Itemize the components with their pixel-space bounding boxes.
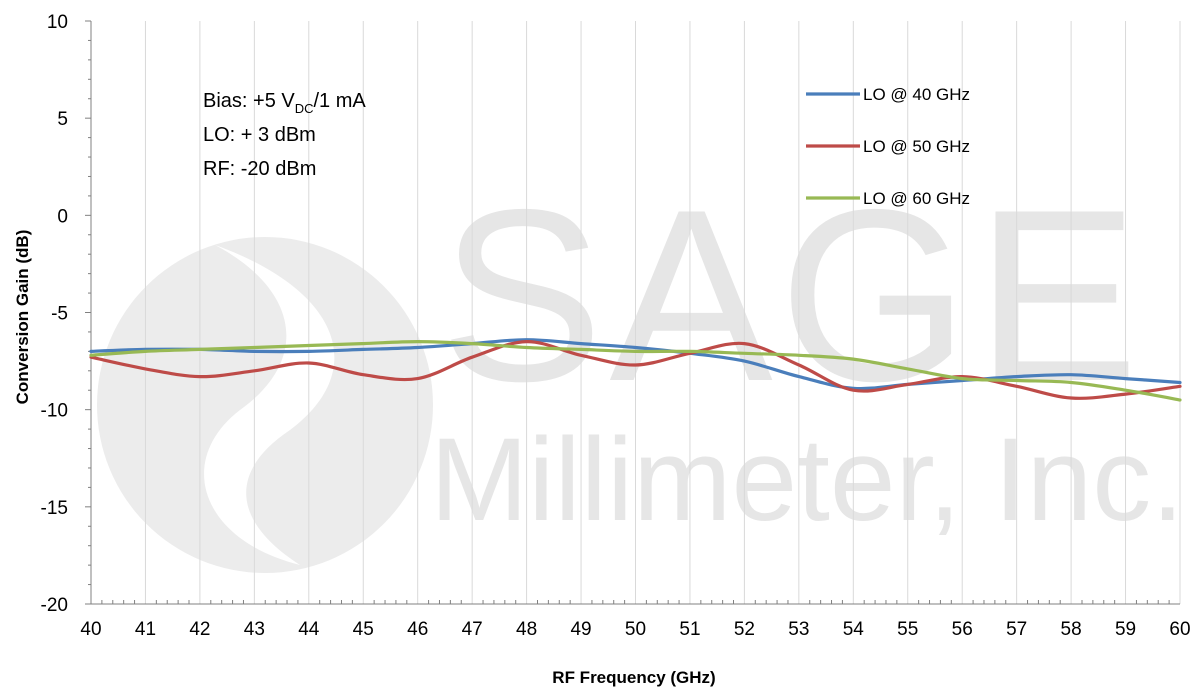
x-tick-label: 50 <box>625 619 646 640</box>
x-tick-label: 42 <box>189 619 210 640</box>
bias-note: Bias: +5 VDC/1 mA <box>203 90 366 116</box>
series-line-3 <box>89 340 1182 402</box>
y-tick-label: -10 <box>41 401 68 422</box>
x-tick-label: 49 <box>570 619 591 640</box>
x-tick-label: 57 <box>1006 619 1027 640</box>
lo-power-note: LO: + 3 dBm <box>203 124 316 146</box>
x-tick-label: 47 <box>462 619 483 640</box>
legend-label-3: LO @ 60 GHz <box>863 189 970 208</box>
rf-power-note: RF: -20 dBm <box>203 158 316 180</box>
x-tick-label: 41 <box>135 619 156 640</box>
bias-note-suffix: /1 mA <box>314 90 367 112</box>
y-tick-label: 10 <box>47 12 68 33</box>
watermark-tagline: Millimeter, Inc. <box>430 414 1184 546</box>
y-tick-label: 5 <box>57 109 68 130</box>
y-tick-label: -20 <box>41 595 68 616</box>
x-tick-label: 44 <box>298 619 320 640</box>
x-tick-label: 54 <box>843 619 865 640</box>
x-tick-label: 56 <box>952 619 973 640</box>
y-tick-label: -15 <box>41 498 68 519</box>
x-tick-label: 46 <box>407 619 428 640</box>
y-tick-label: -5 <box>51 304 68 325</box>
test-conditions-note: Bias: +5 VDC/1 mA LO: + 3 dBm RF: -20 dB… <box>203 90 366 180</box>
x-tick-label: 48 <box>516 619 537 640</box>
y-axis-title: Conversion Gain (dB) <box>13 230 32 405</box>
series-lines <box>89 338 1182 402</box>
x-tick-label: 52 <box>734 619 755 640</box>
x-tick-label: 58 <box>1061 619 1082 640</box>
y-tick-labels: -20 -15 -10 -5 0 5 10 <box>41 12 68 616</box>
x-tick-label: 40 <box>80 619 101 640</box>
axes <box>85 20 1180 605</box>
x-tick-label: 60 <box>1169 619 1190 640</box>
x-tick-label: 59 <box>1115 619 1136 640</box>
x-axis-title: RF Frequency (GHz) <box>552 668 715 687</box>
x-tick-label: 55 <box>897 619 918 640</box>
x-tick-label: 53 <box>788 619 809 640</box>
legend: LO @ 40 GHz LO @ 50 GHz LO @ 60 GHz <box>806 85 970 208</box>
x-tick-label: 43 <box>244 619 265 640</box>
bias-note-prefix: Bias: +5 V <box>203 90 295 112</box>
watermark-swoosh-icon <box>204 245 335 565</box>
grid-lines <box>144 21 1181 604</box>
bias-note-subscript: DC <box>295 101 314 116</box>
x-tick-label: 45 <box>353 619 374 640</box>
series-line-2 <box>89 339 1182 400</box>
x-tick-labels: 40 41 42 43 44 45 46 47 48 49 50 51 52 53 54 55 56 57 58 59… <box>80 619 1190 640</box>
series-line-1 <box>89 338 1182 391</box>
legend-label-1: LO @ 40 GHz <box>863 85 970 104</box>
y-tick-label: 0 <box>57 206 68 227</box>
x-tick-label: 51 <box>679 619 700 640</box>
legend-label-2: LO @ 50 GHz <box>863 137 970 156</box>
